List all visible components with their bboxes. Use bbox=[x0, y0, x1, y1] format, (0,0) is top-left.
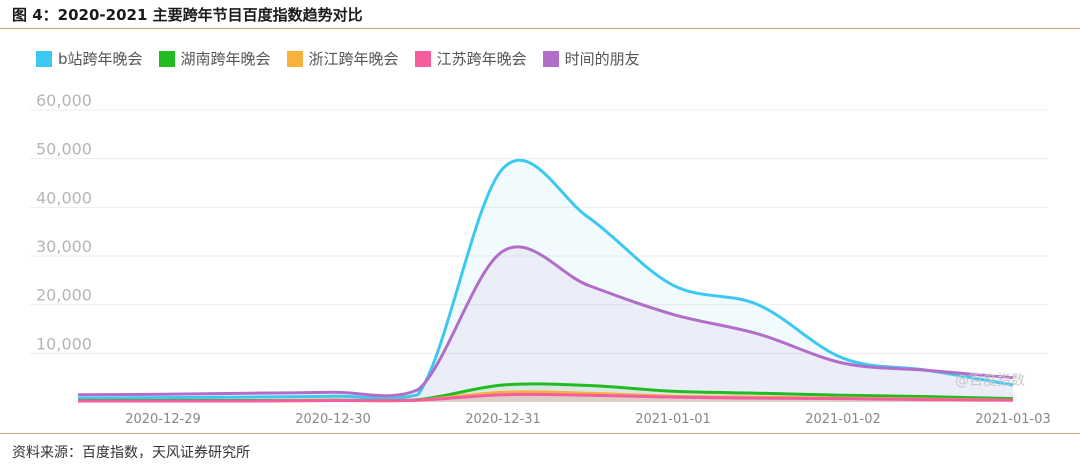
legend-swatch bbox=[542, 50, 559, 67]
legend-item[interactable]: 江苏跨年晚会 bbox=[414, 48, 527, 69]
series-line[interactable] bbox=[77, 245, 1014, 398]
y-tick-label: 50,000 bbox=[36, 140, 92, 159]
x-tick-label: 2021-01-03 bbox=[975, 412, 1051, 427]
legend-item[interactable]: 湖南跨年晚会 bbox=[158, 48, 271, 69]
series-area bbox=[78, 394, 1013, 402]
watermark-text: @百度指数 bbox=[955, 373, 1025, 389]
x-tick-label: 2020-12-30 bbox=[295, 412, 371, 427]
y-tick-label: 40,000 bbox=[36, 188, 92, 207]
legend-swatch bbox=[286, 50, 303, 67]
series-line[interactable] bbox=[77, 158, 1014, 400]
y-tick-label: 60,000 bbox=[36, 91, 92, 110]
legend-label: b站跨年晚会 bbox=[58, 50, 143, 68]
legend-label: 浙江跨年晚会 bbox=[308, 50, 399, 68]
legend-swatch bbox=[414, 50, 431, 67]
legend-swatch bbox=[36, 50, 52, 67]
y-tick-label: 10,000 bbox=[36, 334, 92, 353]
source-note: 资料来源：百度指数，天风证券研究所 bbox=[12, 445, 250, 461]
legend-item[interactable]: 时间的朋友 bbox=[542, 48, 640, 69]
x-tick-label: 2020-12-29 bbox=[125, 412, 201, 427]
top-divider bbox=[0, 28, 1080, 29]
legend-label: 湖南跨年晚会 bbox=[180, 50, 271, 68]
legend-item[interactable]: 浙江跨年晚会 bbox=[286, 48, 399, 69]
y-tick-label: 30,000 bbox=[36, 237, 92, 256]
legend-swatch bbox=[158, 50, 175, 67]
legend-label: 江苏跨年晚会 bbox=[436, 50, 527, 68]
series-area bbox=[78, 246, 1013, 402]
legend: b站跨年晚会 湖南跨年晚会 浙江跨年晚会 江苏跨年晚会 时间的朋友 bbox=[36, 48, 640, 69]
x-tick-label: 2021-01-01 bbox=[635, 412, 711, 427]
legend-label: 时间的朋友 bbox=[564, 50, 640, 68]
figure-title: 图 4：2020-2021 主要跨年节目百度指数趋势对比 bbox=[12, 6, 363, 24]
x-tick-label: 2020-12-31 bbox=[465, 412, 541, 427]
y-tick-label: 20,000 bbox=[36, 286, 92, 305]
series-line[interactable] bbox=[78, 392, 1014, 403]
x-tick-label: 2021-01-02 bbox=[805, 412, 881, 427]
legend-item[interactable]: b站跨年晚会 bbox=[36, 48, 143, 69]
bottom-divider bbox=[0, 433, 1080, 434]
